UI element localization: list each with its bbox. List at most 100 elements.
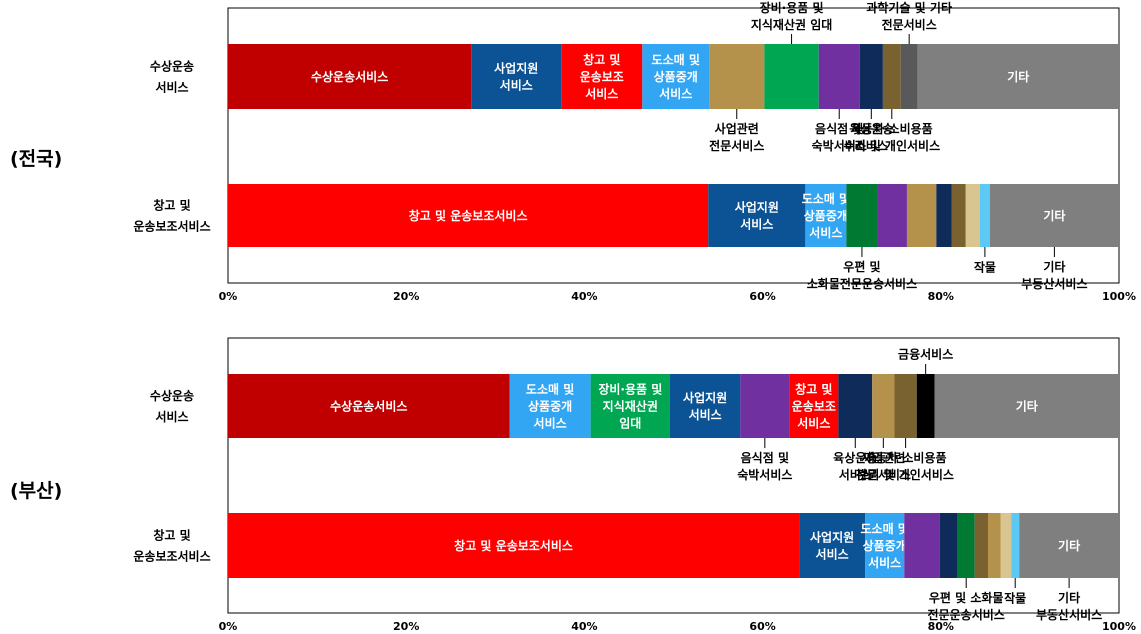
data-label: 사업지원 서비스	[683, 390, 727, 422]
callout-label: 금융서비스	[898, 346, 953, 361]
bar-segment	[708, 184, 806, 247]
callout-label: 작물	[974, 259, 996, 274]
callout-label: 기타 부동산서비스	[1021, 259, 1087, 291]
bar-segment	[838, 374, 873, 438]
callout-label: 자동차·소비용품 수리 및 개인서비스	[843, 121, 940, 153]
category-label: 수상운송 서비스	[150, 388, 194, 424]
data-label: 창고 및 운송보조서비스	[454, 538, 573, 553]
bar-segment	[882, 44, 901, 109]
bar-segment	[799, 513, 866, 578]
bar-segment	[846, 184, 878, 247]
callout-label: 사업관련 전문서비스	[709, 121, 764, 153]
data-label: 장비·용품 및 지식재산권 임대	[598, 381, 662, 430]
x-tick-label: 40%	[571, 290, 597, 303]
callout-label: 장비·용품 및 지식재산권 임대	[751, 0, 832, 32]
data-label: 사업지원 서비스	[810, 529, 854, 561]
bar-segment	[894, 374, 917, 438]
bar-segment	[939, 513, 958, 578]
callout-label: 자동차·소비용품 수리 및 개인서비스	[857, 450, 954, 482]
callout-label: 작물	[1004, 590, 1026, 605]
data-label: 창고 및 운송보조 서비스	[580, 52, 624, 101]
data-label: 도소매 및 상품중개 서비스	[860, 521, 908, 570]
callout-label: 사업관련 전문서비스	[856, 450, 911, 482]
category-label: 창고 및 운송보조서비스	[133, 527, 210, 563]
bar-segment	[805, 184, 847, 247]
bar-segment	[906, 184, 937, 247]
bar-segment	[1011, 513, 1020, 578]
x-tick-label: 0%	[219, 290, 238, 303]
bar-segment	[877, 184, 907, 247]
bar-segment	[709, 44, 765, 109]
category-label: 수상운송 서비스	[150, 58, 194, 94]
x-tick-label: 20%	[393, 290, 419, 303]
bar-segment	[872, 374, 895, 438]
bar-segment	[764, 44, 819, 109]
data-label: 사업지원 서비스	[735, 199, 779, 231]
data-label: 창고 및 운송보조서비스	[409, 208, 528, 223]
callout-label: 육상운송 서비스	[849, 121, 893, 153]
bar-segment	[590, 374, 670, 438]
x-tick-label: 60%	[749, 620, 775, 633]
callout-label: 기타 부동산서비스	[1036, 590, 1102, 622]
x-tick-label: 60%	[749, 290, 775, 303]
bar-segment	[951, 184, 966, 247]
bar-segment	[988, 513, 1001, 578]
bar-segment	[980, 184, 990, 247]
bar-segment	[471, 44, 562, 109]
bar-segment	[916, 374, 935, 438]
bar-segment	[965, 184, 981, 247]
data-label: 기타	[1007, 69, 1029, 84]
data-label: 기타	[1043, 208, 1065, 223]
bar-segment	[936, 184, 952, 247]
x-tick-label: 80%	[928, 620, 954, 633]
bar-segment	[818, 44, 860, 109]
data-label: 사업지원 서비스	[494, 60, 538, 92]
bar-segment	[228, 513, 800, 578]
bar-segment	[642, 44, 710, 109]
bar-segment	[989, 184, 1119, 247]
bar-segment	[1019, 513, 1119, 578]
bar-segment	[789, 374, 839, 438]
data-label: 도소매 및 상품중개 서비스	[526, 381, 574, 430]
data-label: 도소매 및 상품중개 서비스	[802, 191, 850, 240]
callout-label: 음식점 및 숙박서비스	[737, 450, 792, 482]
region-label: (전국)	[10, 148, 62, 170]
bar-segment	[669, 374, 741, 438]
x-tick-label: 100%	[1102, 620, 1136, 633]
x-tick-label: 40%	[571, 620, 597, 633]
bar-segment	[1000, 513, 1012, 578]
region-label: (부산)	[10, 480, 62, 502]
data-label: 수상운송서비스	[311, 69, 388, 84]
data-label: 수상운송서비스	[330, 398, 407, 413]
x-tick-label: 0%	[219, 620, 238, 633]
data-label: 기타	[1058, 538, 1080, 553]
category-label: 창고 및 운송보조서비스	[133, 197, 210, 233]
callout-label: 우편 및 소화물전문운송서비스	[807, 259, 917, 291]
bar-segment	[900, 44, 918, 109]
bar-segment	[859, 44, 883, 109]
bar-segment	[740, 374, 790, 438]
bar-segment	[561, 44, 643, 109]
bar-segment	[957, 513, 975, 578]
bar-segment	[934, 374, 1119, 438]
callout-label: 과학기술 및 기타 전문서비스	[866, 0, 952, 32]
callout-label: 음식점 및 숙박서비스	[812, 121, 867, 153]
x-tick-label: 80%	[928, 290, 954, 303]
callout-label: 우편 및 소화물 전문운송서비스	[928, 590, 1005, 622]
bar-segment	[228, 374, 510, 438]
x-tick-label: 100%	[1102, 290, 1136, 303]
data-label: 창고 및 운송보조 서비스	[792, 381, 836, 430]
bar-segment	[228, 184, 709, 247]
bar-segment	[865, 513, 905, 578]
bar-segment	[509, 374, 591, 438]
callout-label: 육상운송 서비스	[833, 450, 877, 482]
data-label: 도소매 및 상품중개 서비스	[652, 52, 700, 101]
data-label: 기타	[1016, 398, 1038, 413]
x-tick-label: 20%	[393, 620, 419, 633]
bar-segment	[228, 44, 472, 109]
bar-segment	[974, 513, 989, 578]
bar-segment	[904, 513, 940, 578]
